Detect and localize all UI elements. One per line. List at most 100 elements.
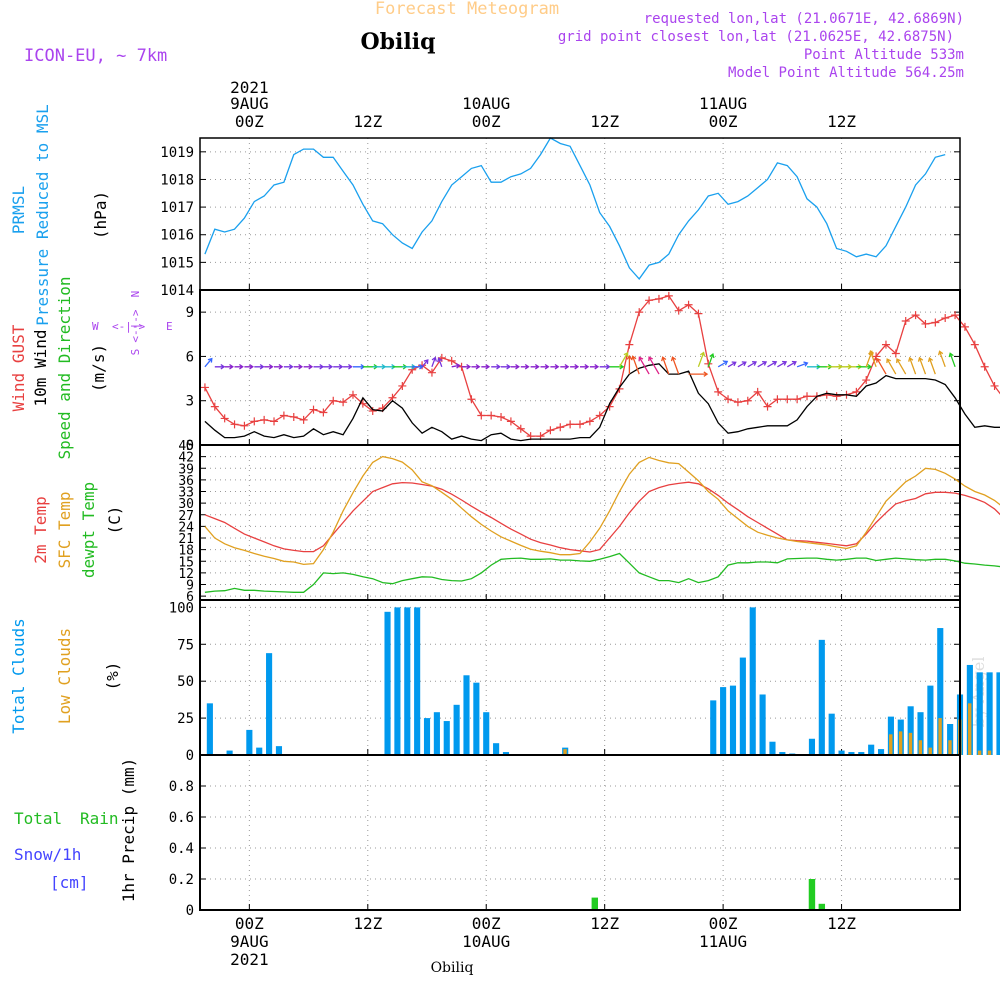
clouds-y-tick-label: 0	[186, 748, 194, 764]
cloud-bar-total-clouds	[818, 639, 825, 755]
wind-direction-arrow	[908, 356, 917, 375]
temp-y-tick-label: 42	[178, 451, 194, 466]
temp-y-tick-label: 21	[178, 532, 194, 547]
gust-marker	[803, 392, 812, 401]
location-title: Obiliq	[360, 29, 435, 55]
wind-direction-arrow	[737, 361, 747, 368]
direction-label: Speed and Direction	[55, 276, 74, 459]
gust-marker	[210, 402, 219, 411]
clouds-y-tick-label: 75	[177, 637, 194, 653]
gust-marker	[348, 390, 357, 399]
precip-rain-bar	[808, 879, 816, 910]
gust-marker	[467, 395, 476, 404]
cloud-bar-total-clouds	[907, 706, 914, 755]
gust-marker	[635, 308, 644, 317]
wind-direction-arrow	[589, 363, 600, 370]
gust-marker	[595, 411, 604, 420]
wind-direction-arrow	[471, 363, 481, 370]
gust-marker	[832, 392, 841, 401]
snow-label: Snow/1h	[14, 845, 81, 864]
wind-direction-arrow	[580, 363, 590, 370]
wind-series-10m-wind	[204, 363, 1000, 442]
wind-direction-arrow	[626, 354, 633, 375]
temp-unit: (C)	[105, 506, 124, 535]
wind-direction-arrow	[777, 360, 788, 368]
gust-marker	[891, 349, 900, 358]
clouds-frame	[199, 599, 961, 756]
wind-direction-arrow	[264, 363, 274, 370]
gust-marker	[477, 411, 486, 420]
cloud-bar-total-clouds	[433, 712, 440, 755]
cloud-bar-total-clouds	[996, 672, 1000, 755]
cloud-bar-total-clouds	[729, 685, 737, 755]
temp-y-tick-label: 6	[186, 590, 194, 605]
cloud-bar-total-clouds	[256, 747, 263, 755]
wind-direction-arrow	[510, 363, 520, 370]
compass-w: W	[92, 320, 99, 333]
gust-marker	[615, 384, 624, 393]
wind-direction-arrow	[204, 357, 213, 368]
clouds-unit: (%)	[103, 662, 122, 691]
gust-marker	[664, 291, 673, 300]
cloud-bar-total-clouds	[473, 682, 480, 755]
cloud-bar-total-clouds	[493, 743, 500, 755]
wind-direction-arrow	[540, 363, 550, 370]
gust-marker	[566, 420, 575, 429]
temp-y-tick-label: 30	[178, 497, 194, 512]
bottom-axis-year: 2021	[230, 950, 269, 969]
wind-label: 10m Wind	[31, 329, 50, 406]
compass-arrows: <-|->	[112, 320, 145, 333]
snow-unit: [cm]	[50, 873, 89, 892]
temp-y-tick-label: 15	[178, 555, 194, 570]
gust-marker	[270, 417, 279, 426]
prmsl-y-tick-label: 1016	[160, 228, 194, 244]
cloud-bar-total-clouds	[453, 704, 460, 755]
gust-marker	[576, 420, 584, 429]
wind-direction-arrow	[661, 356, 670, 375]
top-axis-hour: 00Z	[709, 112, 738, 131]
bottom-axis-hour: 00Z	[472, 914, 501, 933]
gust-marker	[329, 396, 338, 405]
gust-marker	[773, 395, 782, 404]
gust-marker	[398, 381, 407, 390]
bottom-axis-hour: 12Z	[827, 914, 856, 933]
wind-direction-arrow	[254, 363, 265, 370]
gust-marker	[951, 311, 960, 320]
temp-series-dewpt-temp	[204, 552, 1000, 593]
gust-marker	[427, 368, 436, 377]
bottom-axis-hour: 12Z	[590, 914, 619, 933]
grid-point-coords: grid point closest lon,lat (21.0625E, 42…	[558, 29, 954, 45]
precip-rain-bar	[818, 903, 826, 910]
gust-marker	[714, 387, 723, 396]
gust-marker	[516, 424, 525, 433]
wind-direction-arrow	[224, 363, 234, 370]
cloud-bar-total-clouds	[414, 607, 421, 755]
gust-marker	[733, 398, 742, 407]
cloud-bar-total-clouds	[246, 729, 253, 755]
gust-marker	[881, 340, 890, 349]
wind-direction-arrow	[767, 360, 778, 368]
top-axis-date: 10AUG	[462, 94, 510, 113]
cloud-bar-total-clouds	[877, 749, 885, 755]
gust-marker	[921, 319, 930, 328]
cloud-bar-total-clouds	[483, 712, 490, 755]
total-rain-label-b: Rain	[80, 809, 119, 828]
cloud-bar-total-clouds	[206, 703, 213, 755]
cloud-bar-low-clouds	[968, 703, 972, 755]
wind-direction-arrow	[501, 363, 512, 370]
gust-marker	[743, 396, 752, 405]
wind-direction-arrow	[343, 363, 353, 370]
wind-direction-arrow	[856, 363, 873, 370]
wind-direction-arrow	[868, 350, 877, 368]
total-rain-label-a: Total	[14, 809, 62, 828]
cloud-bar-total-clouds	[720, 687, 727, 755]
wind-direction-arrow	[323, 363, 334, 370]
requested-coords: requested lon,lat (21.0671E, 42.6869N)	[644, 11, 964, 27]
compass-n: N	[129, 291, 142, 298]
wind-direction-arrow	[717, 360, 729, 368]
temp-y-tick-label: 36	[178, 474, 194, 489]
precip-unit: 1hr Precip (mm)	[119, 758, 138, 903]
